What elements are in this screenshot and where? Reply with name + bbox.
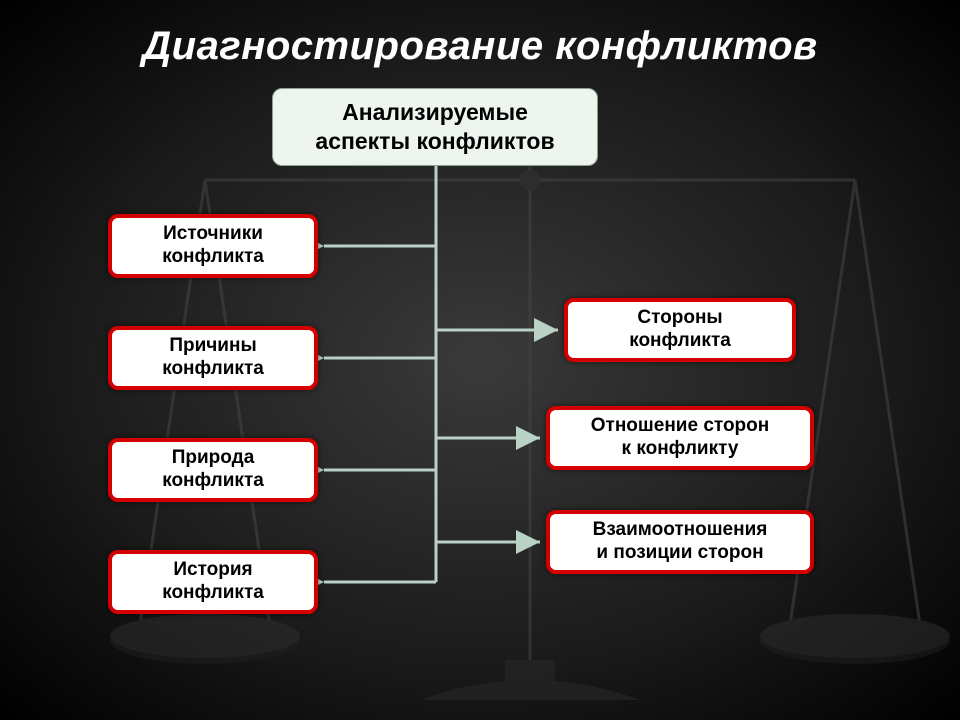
left-node-3-label: История конфликта — [162, 559, 264, 605]
right-node-2-label: Взаимоотношения и позиции сторон — [593, 519, 768, 565]
right-node-0: Стороны конфликта — [564, 298, 796, 362]
right-node-0-label: Стороны конфликта — [629, 307, 731, 353]
left-node-2: Природа конфликта — [108, 438, 318, 502]
root-label: Анализируемые аспекты конфликтов — [315, 98, 554, 156]
left-node-2-label: Природа конфликта — [162, 447, 264, 493]
right-node-2: Взаимоотношения и позиции сторон — [546, 510, 814, 574]
right-node-1-label: Отношение сторон к конфликту — [591, 415, 770, 461]
root-node: Анализируемые аспекты конфликтов — [272, 88, 598, 166]
left-node-3: История конфликта — [108, 550, 318, 614]
page-title: Диагностирование конфликтов — [0, 0, 960, 69]
right-node-1: Отношение сторон к конфликту — [546, 406, 814, 470]
left-node-1: Причины конфликта — [108, 326, 318, 390]
left-node-0: Источники конфликта — [108, 214, 318, 278]
left-node-0-label: Источники конфликта — [162, 223, 264, 269]
left-node-1-label: Причины конфликта — [162, 335, 264, 381]
